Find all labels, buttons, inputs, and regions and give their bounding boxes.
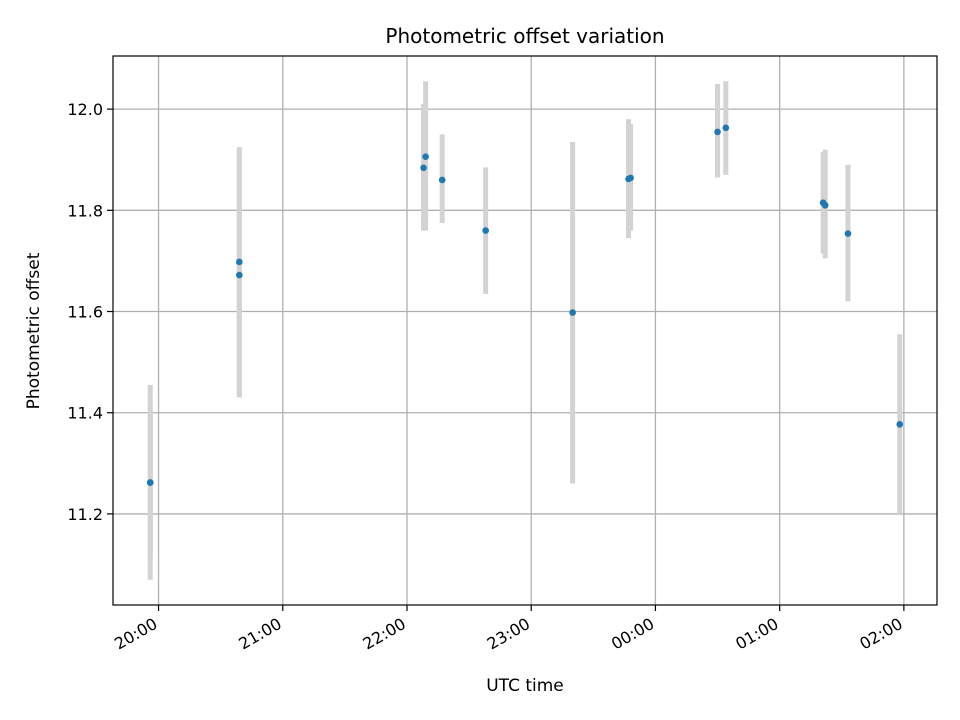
x-tick-label: 20:00 [111,614,160,654]
y-tick-label: 11.2 [67,505,103,524]
data-point [627,174,634,182]
x-tick-label: 00:00 [608,614,657,654]
y-tick-label: 12.0 [67,100,103,119]
data-point [844,230,852,237]
data-point [420,164,427,172]
data-point [569,309,576,316]
data-point [714,128,721,136]
data-point [422,153,429,160]
y-axis-label: Photometric offset [24,252,44,409]
x-tick-label: 01:00 [732,614,781,654]
y-axis: 11.2 11.4 11.6 11.8 12.0 [67,100,113,524]
data-point [482,227,489,234]
data-point [722,124,730,132]
y-tick-label: 11.6 [67,303,103,322]
x-tick-label: 23:00 [484,614,533,654]
data-point [821,201,829,209]
plot-frame [112,55,938,606]
y-tick-label: 11.4 [67,404,103,423]
x-tick-label: 02:00 [856,614,905,654]
data-point [235,258,243,266]
data-points [146,124,904,486]
data-point [896,421,904,428]
error-bars [147,81,903,580]
chart-title: Photometric offset variation [385,24,664,48]
grid [113,56,937,605]
data-point [235,271,243,279]
x-axis-label: UTC time [486,676,564,696]
x-tick-label: 21:00 [235,614,284,654]
data-point [146,479,154,486]
x-axis: 20:00 21:00 22:00 23:00 00:00 01:00 02:00 [111,605,906,654]
x-tick-label: 22:00 [360,614,409,654]
y-tick-label: 11.8 [67,201,103,220]
data-point [438,176,446,184]
